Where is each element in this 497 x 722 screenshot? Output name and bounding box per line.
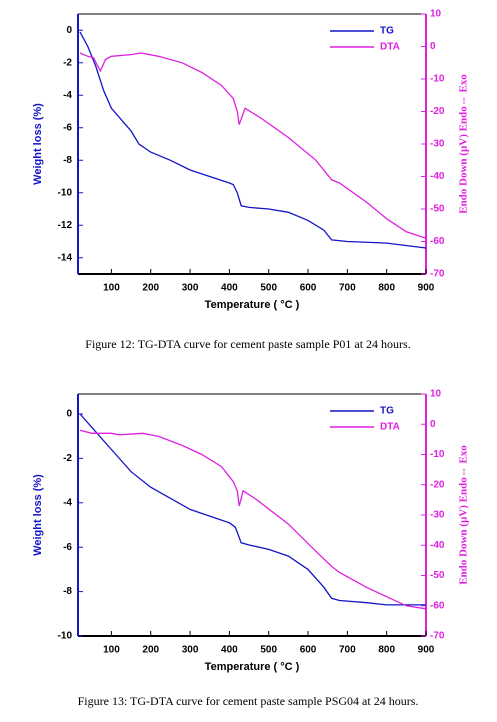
x-tick-label: 400: [221, 645, 238, 656]
y-tick-label: -4: [63, 90, 72, 101]
legend-label: TG: [380, 406, 394, 417]
y-tick-label: 0: [66, 25, 72, 36]
x-tick-label: 600: [300, 645, 317, 656]
y2-tick-label: -50: [430, 570, 445, 581]
y2-tick-label: -60: [430, 600, 445, 611]
y-tick-label: -2: [63, 453, 72, 464]
x-tick-label: 100: [103, 283, 120, 294]
data-line: [79, 31, 427, 249]
legend-label: DTA: [380, 422, 400, 433]
y-tick-label: -8: [63, 586, 72, 597]
y2-tick-label: -50: [430, 204, 445, 215]
y2-tick-label: -60: [430, 236, 445, 247]
y2-tick-label: 0: [430, 419, 436, 430]
legend-label: TG: [380, 26, 394, 37]
y2-tick-label: -40: [430, 171, 445, 182]
figure-caption: Figure 12: TG-DTA curve for cement paste…: [85, 337, 410, 351]
data-line: [79, 413, 426, 606]
y2-tick-label: 10: [430, 389, 442, 400]
y2-tick-label: 10: [430, 9, 442, 20]
legend-label: DTA: [380, 42, 400, 53]
y-axis-title: Weight loss (%): [32, 474, 44, 556]
x-tick-label: 800: [378, 283, 395, 294]
x-axis-title: Temperature ( °C ): [205, 299, 300, 311]
y2-axis-title: Endo Down (µV) Endo⇔ Exo: [458, 74, 470, 214]
x-tick-label: 400: [221, 283, 238, 294]
y2-tick-label: -30: [430, 139, 445, 150]
y2-tick-label: -10: [430, 449, 445, 460]
y2-tick-label: -40: [430, 540, 445, 551]
x-tick-label: 700: [339, 645, 356, 656]
y-axis-title: Weight loss (%): [32, 103, 44, 185]
x-tick-label: 900: [418, 283, 435, 294]
x-tick-label: 200: [142, 283, 159, 294]
x-tick-label: 100: [103, 645, 120, 656]
y2-tick-label: -20: [430, 479, 445, 490]
y2-axis-title: Endo Down (µV) Endo⇔ Exo: [458, 445, 470, 585]
x-tick-label: 600: [300, 283, 317, 294]
y2-tick-label: -30: [430, 510, 445, 521]
y2-tick-label: 0: [430, 41, 436, 52]
y-tick-label: 0: [66, 409, 72, 420]
y-tick-label: -4: [63, 497, 72, 508]
data-line: [79, 52, 427, 239]
y2-tick-label: -70: [430, 269, 445, 280]
x-axis-title: Temperature ( °C ): [205, 661, 300, 673]
y2-tick-label: -10: [430, 74, 445, 85]
y-tick-label: -12: [58, 220, 73, 231]
data-line: [79, 429, 427, 610]
x-tick-label: 700: [339, 283, 356, 294]
y-tick-label: -10: [58, 187, 73, 198]
y2-tick-label: -20: [430, 106, 445, 117]
x-tick-label: 500: [260, 645, 277, 656]
y-tick-label: -6: [63, 122, 72, 133]
x-tick-label: 800: [378, 645, 395, 656]
y-tick-label: -2: [63, 57, 72, 68]
x-tick-label: 200: [142, 645, 159, 656]
y-tick-label: -8: [63, 155, 72, 166]
y-tick-label: -6: [63, 542, 72, 553]
y-tick-label: -10: [58, 631, 73, 642]
x-tick-label: 300: [182, 645, 199, 656]
x-tick-label: 500: [260, 283, 277, 294]
figure-caption: Figure 13: TG-DTA curve for cement paste…: [78, 694, 419, 708]
y2-tick-label: -70: [430, 631, 445, 642]
x-tick-label: 300: [182, 283, 199, 294]
x-tick-label: 900: [418, 645, 435, 656]
y-tick-label: -14: [58, 252, 73, 263]
